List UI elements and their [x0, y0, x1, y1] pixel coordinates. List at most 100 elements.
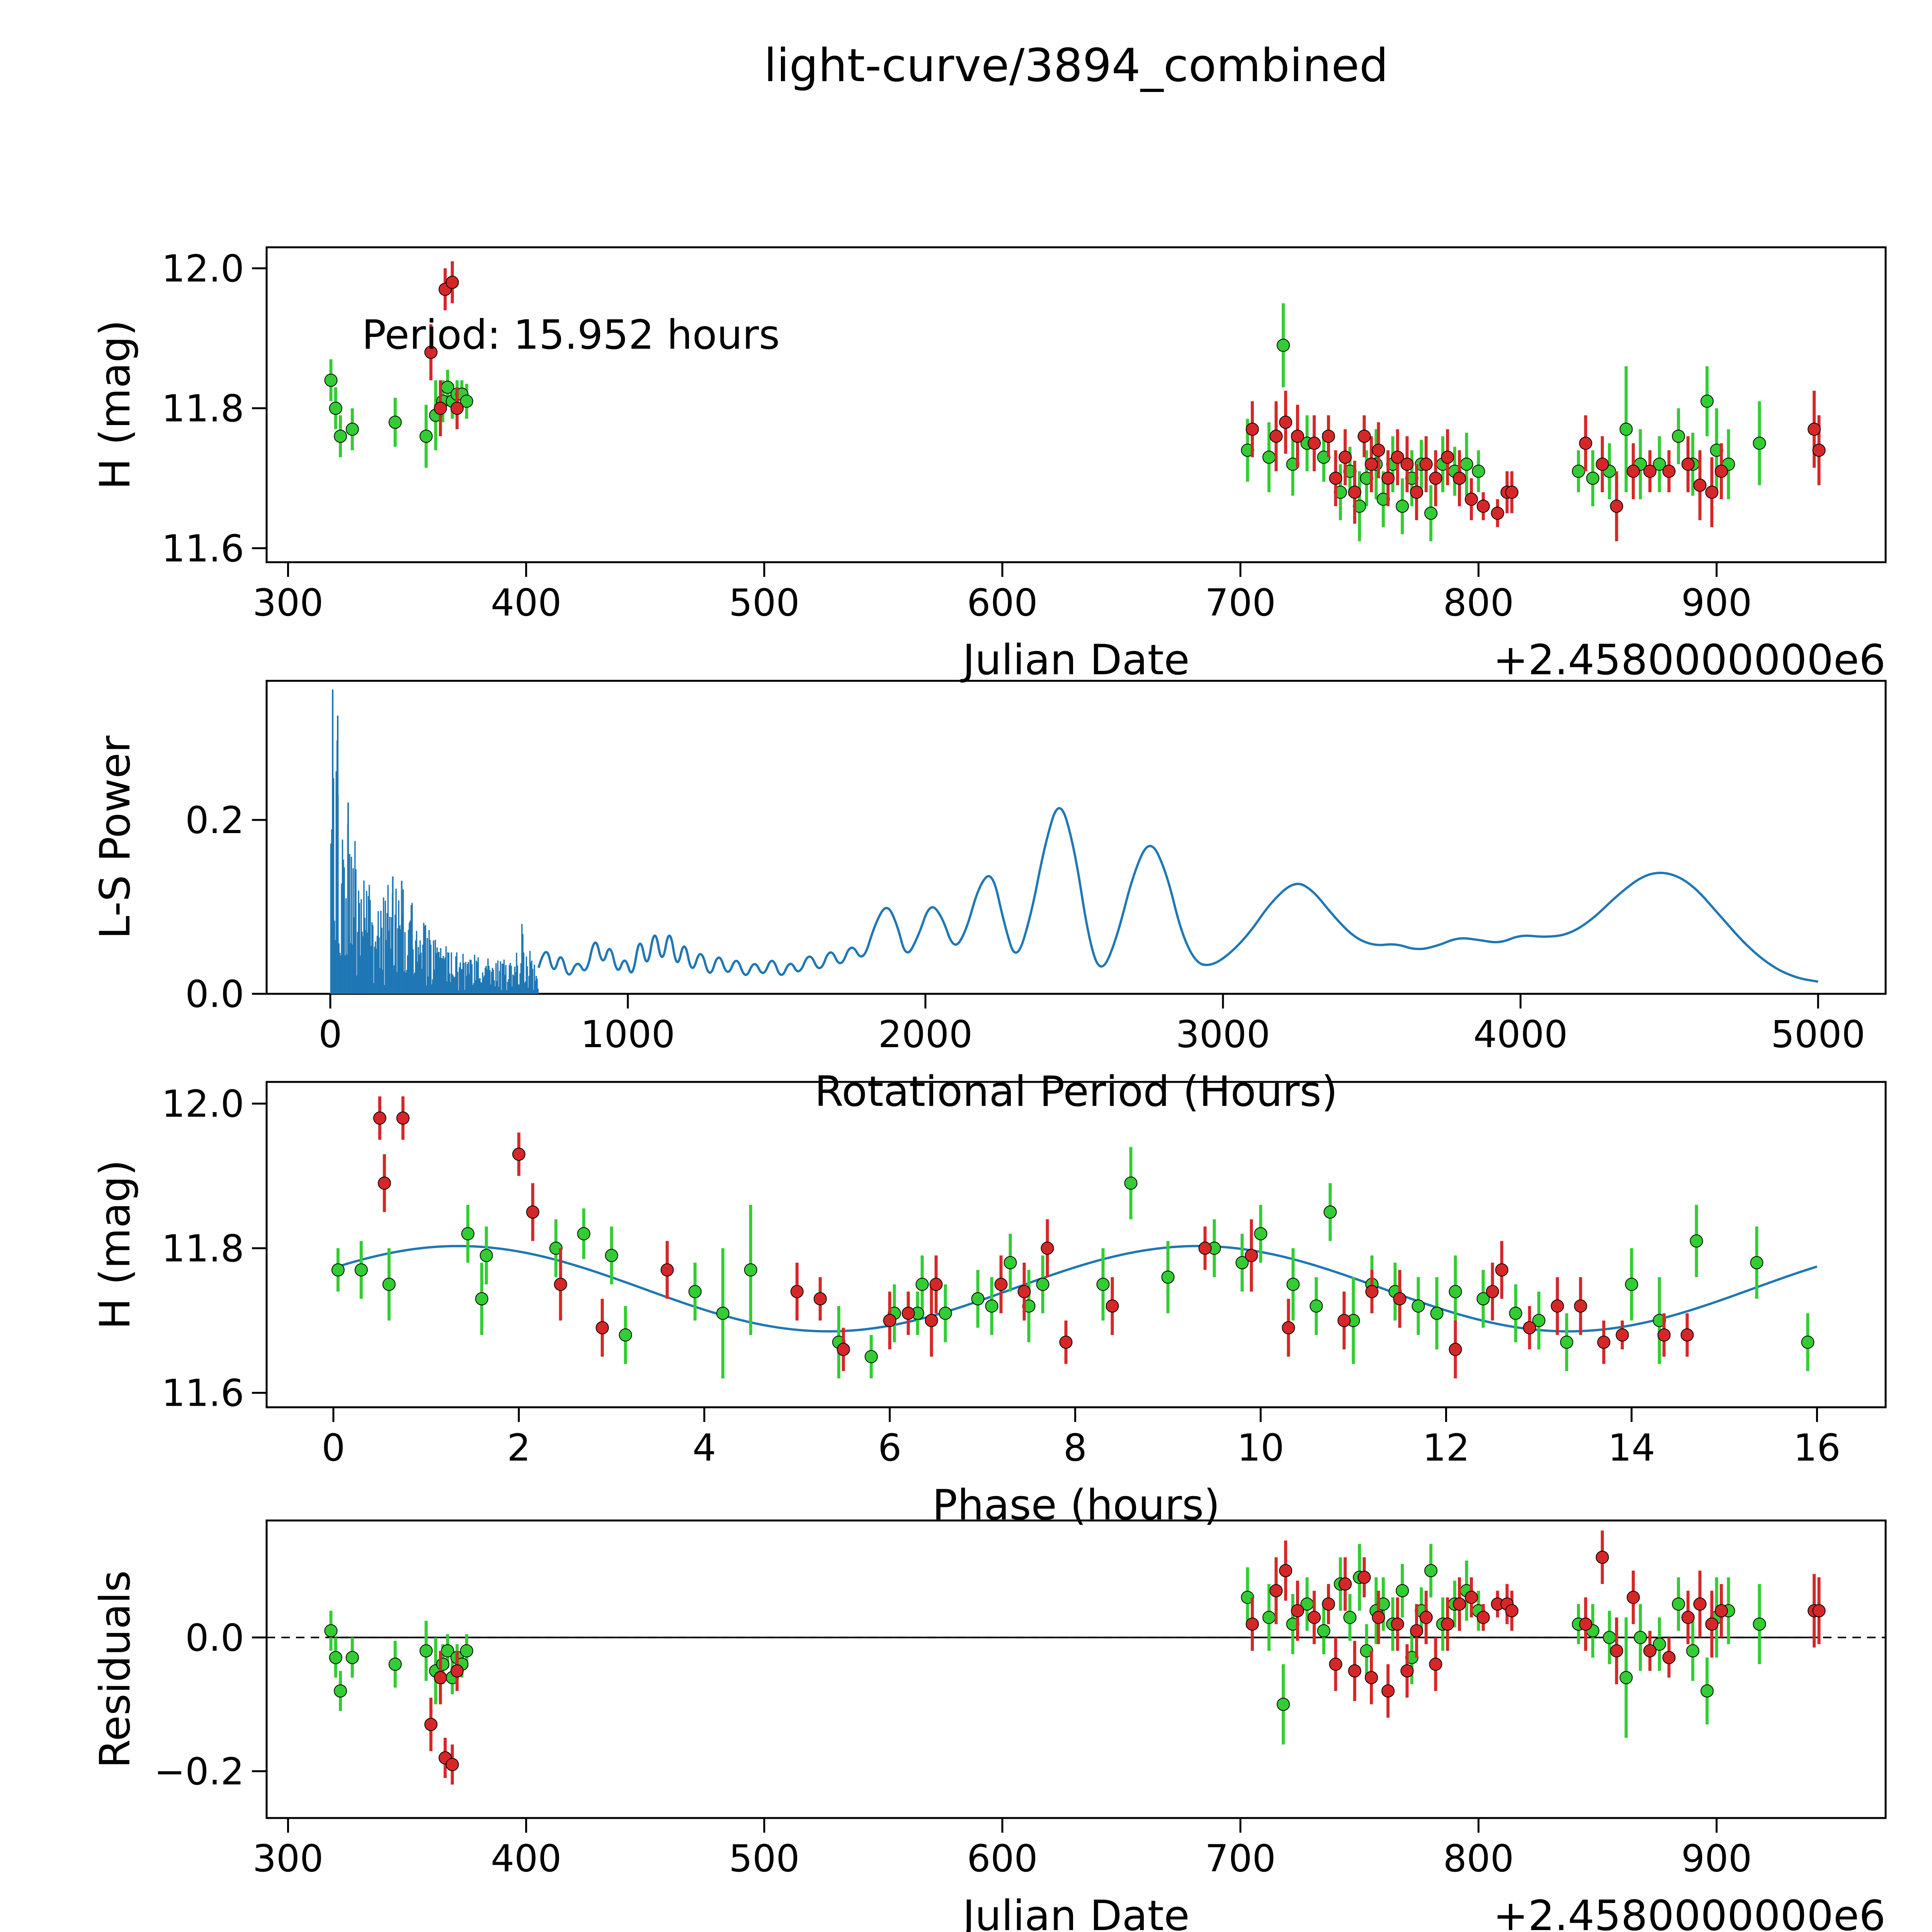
data-point	[1246, 1617, 1259, 1631]
data-point	[331, 1263, 345, 1277]
data-point	[1449, 1285, 1462, 1298]
data-point	[1750, 1256, 1764, 1269]
data-point	[1626, 464, 1640, 478]
data-point	[605, 1249, 618, 1262]
data-point	[1279, 415, 1293, 429]
data-point	[1400, 457, 1414, 471]
data-point	[1372, 444, 1385, 457]
data-point	[1579, 1617, 1592, 1631]
data-point	[461, 1227, 474, 1240]
data-point	[1574, 1299, 1587, 1313]
data-point	[1662, 464, 1676, 478]
data-point	[1124, 1177, 1138, 1190]
data-point	[1323, 1205, 1337, 1219]
x-axis-label: Phase (hours)	[932, 1481, 1220, 1529]
data-point	[1595, 457, 1609, 471]
data-point	[1400, 1664, 1414, 1678]
data-point	[1693, 478, 1707, 492]
data-point	[1753, 437, 1766, 450]
x-tick-label: 400	[491, 1837, 561, 1880]
y-axis-label: H (mag)	[91, 320, 139, 490]
data-point	[1523, 1321, 1536, 1335]
data-point	[373, 1111, 386, 1125]
data-point	[1245, 1249, 1258, 1262]
data-point	[1337, 1314, 1351, 1327]
x-tick-label: 300	[253, 581, 323, 624]
x-tick-label: 1000	[581, 1013, 675, 1056]
data-point	[1705, 1617, 1719, 1631]
y-axis-label: L-S Power	[91, 735, 139, 939]
data-point	[1625, 1277, 1638, 1291]
data-point	[1412, 1299, 1425, 1313]
data-point	[864, 1350, 878, 1363]
data-point	[790, 1285, 804, 1298]
x-tick-label: 300	[253, 1837, 323, 1880]
y-tick-label: 12.0	[162, 247, 244, 290]
data-point	[1381, 471, 1395, 485]
data-point	[1634, 1631, 1647, 1644]
data-point	[1059, 1335, 1073, 1349]
x-tick-label: 2	[507, 1426, 531, 1469]
data-point	[1424, 507, 1438, 520]
data-point	[1419, 457, 1433, 471]
data-point	[1391, 451, 1404, 464]
data-point	[1681, 457, 1695, 471]
data-point	[1616, 1328, 1629, 1342]
data-point	[1808, 422, 1821, 436]
data-point	[1308, 437, 1321, 450]
data-point	[396, 1111, 410, 1125]
data-point	[1441, 451, 1454, 464]
x-tick-label: 8	[1063, 1426, 1087, 1469]
data-point	[1198, 1242, 1212, 1255]
data-point	[1653, 1638, 1666, 1651]
data-point	[1372, 1611, 1385, 1624]
series-green	[331, 1147, 1815, 1379]
data-point	[1322, 430, 1335, 443]
data-point	[1619, 1671, 1633, 1684]
data-point	[329, 401, 342, 415]
data-point	[1357, 430, 1371, 443]
data-point	[424, 1718, 438, 1731]
data-point	[595, 1321, 609, 1335]
y-tick-label: 12.0	[162, 1082, 244, 1126]
data-point	[1693, 1597, 1707, 1611]
x-tick-label: 0	[321, 1426, 345, 1469]
data-point	[925, 1314, 938, 1327]
data-point	[446, 1758, 459, 1771]
data-point	[1441, 1617, 1454, 1631]
y-tick-label: 0.0	[185, 1616, 244, 1660]
data-point	[424, 345, 438, 359]
data-point	[1277, 1697, 1290, 1711]
y-tick-label: 0.0	[185, 973, 244, 1016]
data-point	[1643, 1644, 1656, 1658]
data-point	[382, 1277, 396, 1291]
data-point	[1424, 1564, 1438, 1577]
data-point	[1686, 1644, 1699, 1658]
data-point	[813, 1292, 827, 1306]
data-point	[1262, 451, 1276, 464]
periodogram-dense-region	[330, 689, 539, 994]
x-tick-label: 4000	[1473, 1013, 1568, 1056]
data-point	[1801, 1335, 1815, 1349]
data-point	[1505, 485, 1519, 499]
data-point	[994, 1277, 1008, 1291]
data-point	[1277, 338, 1290, 352]
data-point	[1560, 1335, 1573, 1349]
data-point	[354, 1263, 368, 1277]
y-tick-label: 11.6	[162, 527, 244, 570]
data-point	[837, 1343, 850, 1356]
data-point	[1269, 1584, 1283, 1597]
data-point	[1410, 1624, 1423, 1638]
data-point	[1657, 1328, 1671, 1342]
x-tick-label: 14	[1608, 1426, 1655, 1469]
data-point	[526, 1205, 539, 1219]
periodogram-curve	[537, 807, 1818, 983]
data-point	[1460, 457, 1473, 471]
x-axis-label: Julian Date	[960, 1892, 1189, 1932]
data-point	[939, 1306, 952, 1320]
data-point	[1419, 1611, 1433, 1624]
data-point	[460, 1644, 473, 1658]
data-point	[419, 430, 433, 443]
x-axis-offset-label: +2.4580000000e6	[1493, 636, 1886, 684]
data-point	[915, 1277, 929, 1291]
